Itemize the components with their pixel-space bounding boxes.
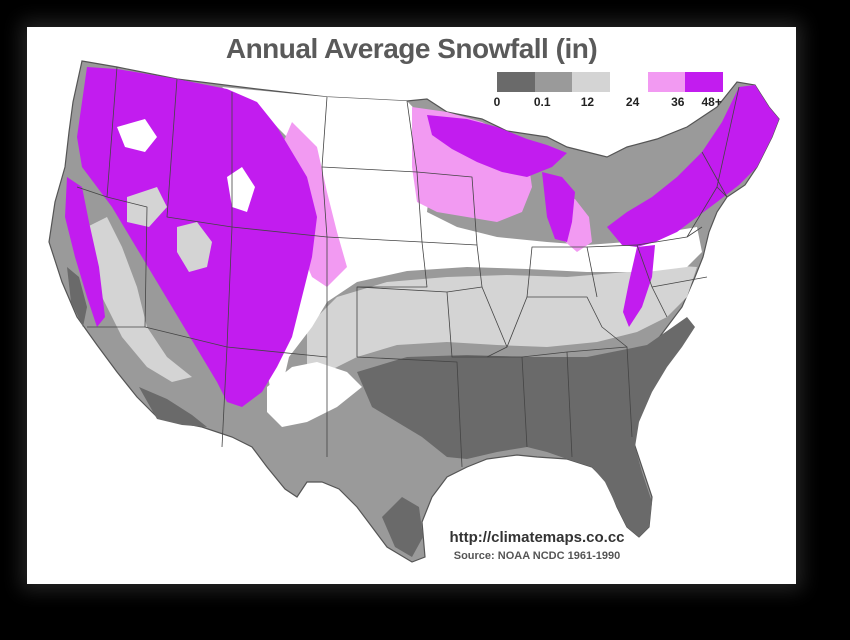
legend-tick-label: 12	[580, 95, 595, 109]
map-title: Annual Average Snowfall (in)	[225, 33, 598, 64]
legend-bar	[497, 72, 724, 92]
zone-24-southwest	[267, 362, 362, 427]
snowfall-map	[48, 60, 780, 563]
legend-ticks: 0 0.1 12 24 36 48+	[493, 95, 723, 111]
zone-48-appalachian	[623, 245, 655, 327]
legend-swatch-24	[610, 72, 648, 92]
zone-24-valley-2	[117, 119, 157, 152]
legend-swatch-0-1	[534, 72, 573, 92]
legend-swatch-48	[685, 72, 724, 92]
state-borders	[76, 66, 740, 468]
zone-24-valley-3	[227, 167, 255, 212]
legend-tick-label: 24	[625, 95, 640, 109]
zone-24-valley-1	[177, 222, 212, 272]
zone-48-northeast	[607, 85, 779, 247]
zone-12-west	[87, 217, 192, 382]
legend-tick-label: 36	[671, 95, 685, 109]
zone-48-michigan	[542, 172, 575, 242]
zone-48-great-lakes	[427, 115, 567, 177]
legend: 0 0.1 12 24 36 48+	[493, 72, 724, 112]
zone-12-central	[307, 265, 697, 372]
legend-swatch-12	[572, 72, 611, 92]
legend-tick-label: 0.1	[533, 95, 551, 109]
legend-swatch-0	[497, 72, 535, 92]
legend-tick-label: 48+	[701, 95, 722, 109]
zone-24-plains	[222, 87, 702, 397]
zone-0-california	[67, 267, 87, 327]
map-frame: Annual Average Snowfall (in) 0 0.1 12 24…	[27, 27, 796, 584]
zone-0-southwest	[139, 387, 207, 427]
legend-tick-label: 0	[493, 95, 501, 109]
legend-swatch-36	[647, 72, 686, 92]
source-url: http://climatemaps.co.cc	[449, 529, 625, 546]
zone-48-sierra	[65, 177, 105, 327]
zone-0-texas-coast	[382, 497, 423, 557]
source-credit: Source: NOAA NCDC 1961-1990	[453, 550, 621, 562]
